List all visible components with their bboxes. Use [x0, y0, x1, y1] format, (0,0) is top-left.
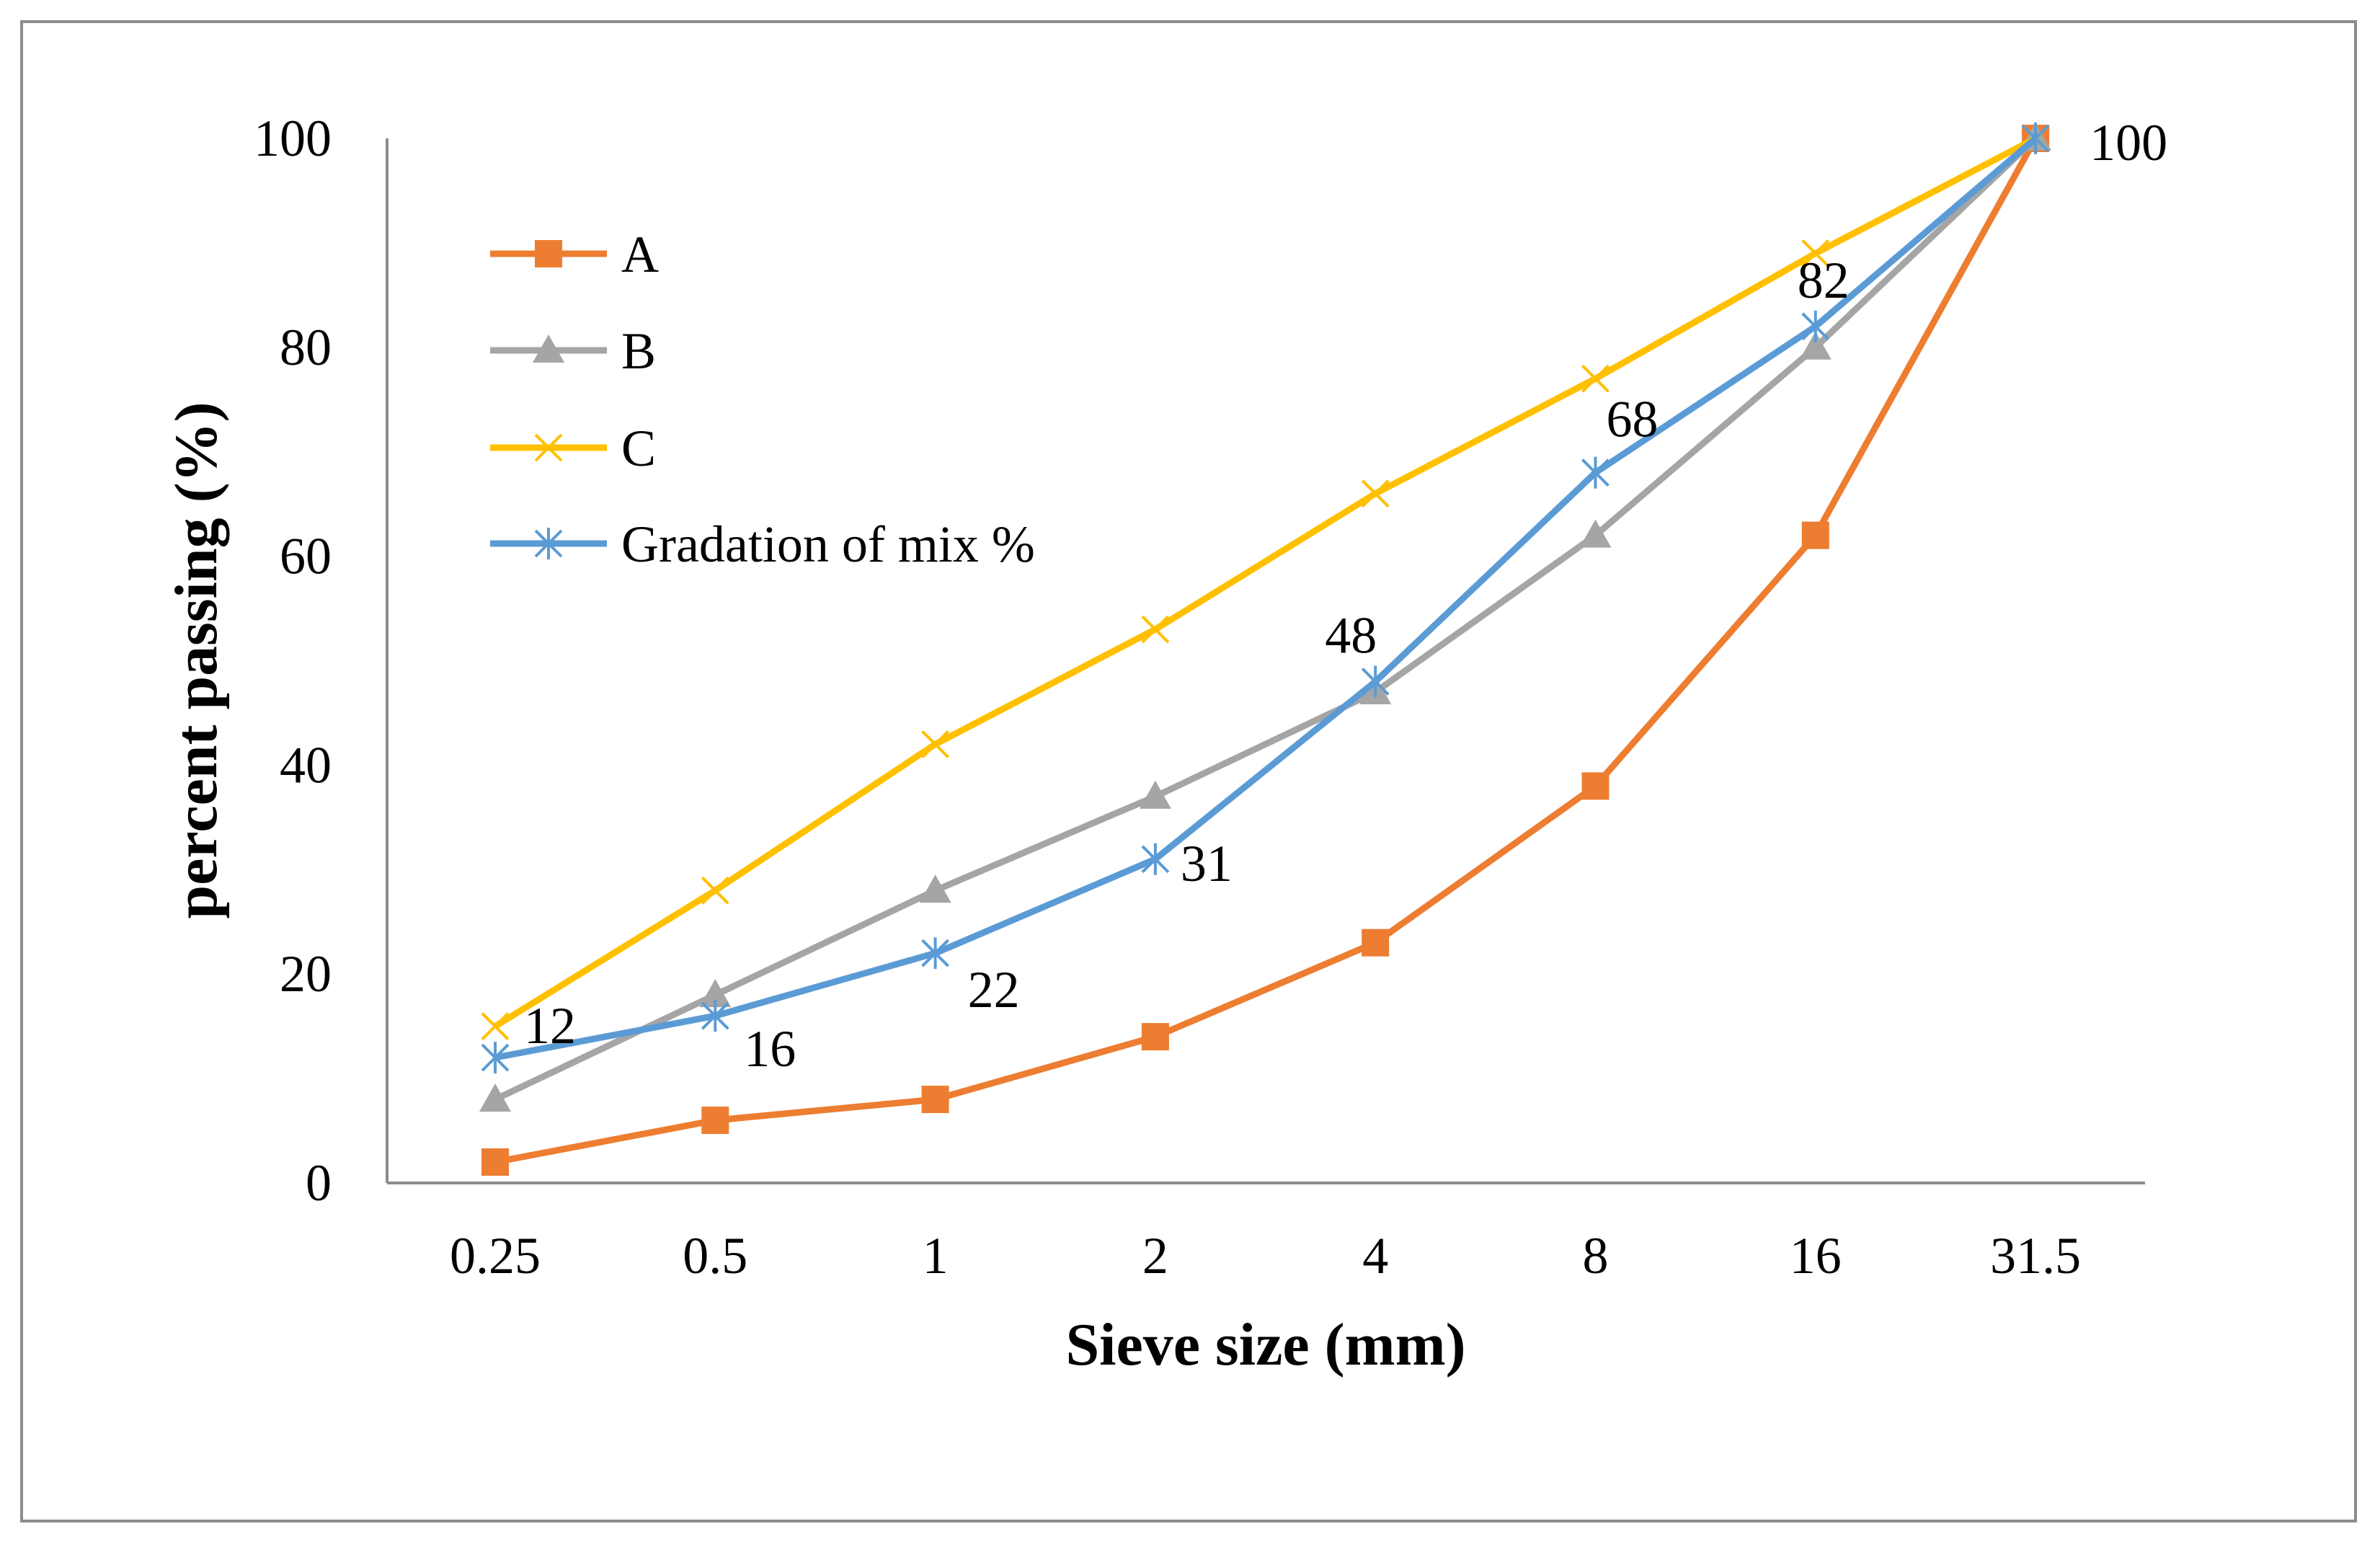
y-tick-label: 0: [306, 1154, 332, 1212]
series-line: [494, 136, 2039, 1166]
data-label: 100: [2090, 114, 2167, 172]
x-tick-label: 0.5: [683, 1227, 747, 1285]
data-point: [481, 1042, 510, 1074]
x-tick-label: 16: [1790, 1227, 1842, 1285]
series-line: [493, 136, 2038, 1029]
data-point: [921, 730, 950, 758]
legend-item: A: [490, 226, 659, 283]
y-tick-label: 80: [280, 319, 332, 376]
y-tick-label: 40: [280, 736, 332, 794]
legend-marker-icon: [534, 433, 563, 462]
data-point: [1581, 456, 1609, 489]
data-label: 68: [1607, 391, 1659, 448]
series-c: [481, 124, 2050, 1041]
legend-label: C: [621, 420, 656, 477]
data-point: [1141, 843, 1170, 875]
data-label: 22: [968, 961, 1020, 1019]
data-point: [1801, 521, 1829, 549]
x-tick-label: 1: [923, 1227, 949, 1285]
y-axis-title: percent passing (%): [163, 402, 230, 918]
chart-border: [20, 20, 2357, 1522]
data-label: 48: [1325, 606, 1377, 664]
x-tick-label: 2: [1142, 1227, 1168, 1285]
x-tick-label: 0.25: [450, 1227, 541, 1285]
x-axis-title: Sieve size (mm): [1065, 1311, 1465, 1378]
series-gradation-of-mix-: [481, 123, 2050, 1074]
legend-item: B: [490, 322, 656, 380]
legend-marker-icon: [535, 240, 562, 267]
data-point: [479, 1083, 511, 1112]
data-point: [1581, 364, 1609, 393]
legend-label: A: [621, 226, 659, 283]
data-point: [919, 874, 951, 903]
data-point: [921, 937, 950, 970]
data-point: [1799, 331, 1831, 360]
data-point: [1581, 772, 1609, 800]
data-point: [1801, 239, 1830, 267]
data-label: 16: [744, 1020, 796, 1078]
y-tick-label: 20: [280, 945, 332, 1003]
legend-marker-icon: [534, 528, 563, 559]
series-b: [479, 123, 2052, 1112]
legend-marker-icon: [533, 334, 564, 363]
x-tick-label: 4: [1362, 1227, 1388, 1285]
data-point: [701, 1000, 729, 1032]
series-line: [494, 136, 2038, 1061]
data-point: [701, 1107, 729, 1135]
data-point: [481, 1012, 510, 1041]
data-point: [1141, 1023, 1169, 1051]
series-a: [481, 125, 2050, 1176]
data-label: 12: [524, 997, 576, 1055]
y-tick-label: 60: [280, 528, 332, 585]
data-label: 82: [1798, 252, 1850, 309]
data-label: 31: [1181, 835, 1233, 892]
data-point: [1141, 615, 1170, 644]
data-point: [1362, 928, 1390, 957]
data-point: [2021, 123, 2050, 154]
legend-label: Gradation of mix %: [621, 515, 1035, 573]
data-point: [1139, 780, 1171, 809]
data-point: [1361, 479, 1390, 508]
legend-item: C: [490, 420, 656, 477]
data-point: [1361, 665, 1390, 698]
data-point: [701, 876, 729, 905]
y-tick-label: 100: [254, 110, 332, 167]
legend-label: B: [621, 322, 656, 380]
series-line: [494, 136, 2038, 1103]
legend-item: Gradation of mix %: [490, 515, 1035, 573]
data-point: [699, 979, 732, 1008]
data-point: [921, 1086, 949, 1114]
data-point: [1579, 519, 1612, 548]
data-point: [481, 1148, 509, 1176]
x-tick-label: 8: [1583, 1227, 1609, 1285]
data-point: [1801, 310, 1830, 342]
x-tick-label: 31.5: [1990, 1227, 2081, 1285]
